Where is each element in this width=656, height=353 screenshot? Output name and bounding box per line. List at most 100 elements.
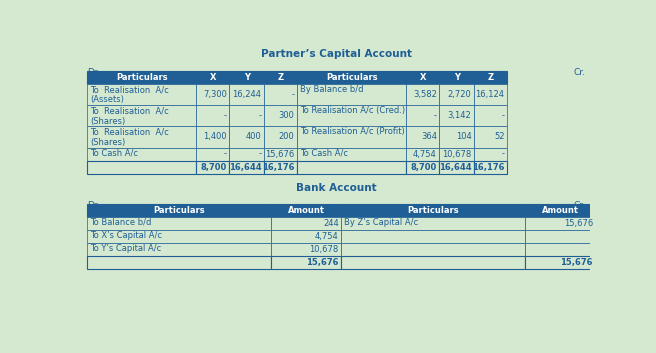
Text: 244: 244: [323, 219, 338, 228]
Bar: [87, 256, 271, 269]
Text: X: X: [420, 73, 426, 82]
Text: -: -: [501, 150, 504, 158]
Text: 15,676: 15,676: [564, 219, 593, 228]
Text: 4,754: 4,754: [315, 232, 338, 241]
Text: Z: Z: [487, 73, 493, 82]
Bar: [406, 105, 440, 126]
Bar: [440, 84, 474, 105]
Bar: [474, 161, 507, 174]
Bar: [87, 105, 196, 126]
Text: Particulars: Particulars: [154, 205, 205, 215]
Text: 10,678: 10,678: [310, 245, 338, 254]
Text: 1,400: 1,400: [203, 132, 227, 142]
Text: -: -: [501, 111, 504, 120]
Text: 16,176: 16,176: [472, 163, 504, 172]
Bar: [196, 84, 230, 105]
Bar: [474, 84, 507, 105]
Bar: [525, 256, 596, 269]
Bar: [264, 84, 297, 105]
Text: Particulars: Particulars: [407, 205, 459, 215]
Text: Amount: Amount: [542, 205, 579, 215]
Bar: [271, 243, 341, 256]
Text: 15,676: 15,676: [265, 150, 295, 158]
Bar: [440, 105, 474, 126]
Text: 15,676: 15,676: [306, 258, 338, 267]
Bar: [297, 105, 406, 126]
Bar: [297, 84, 406, 105]
Bar: [525, 204, 596, 217]
Text: Dr.: Dr.: [87, 201, 100, 210]
Text: 104: 104: [456, 132, 472, 142]
Bar: [406, 161, 440, 174]
Bar: [406, 126, 440, 148]
Bar: [341, 230, 525, 243]
Bar: [230, 148, 264, 161]
Text: By Balance b/d: By Balance b/d: [300, 85, 363, 94]
Bar: [440, 71, 474, 84]
Bar: [474, 71, 507, 84]
Text: To Balance b/d: To Balance b/d: [90, 218, 152, 227]
Text: -: -: [291, 90, 295, 99]
Text: Y: Y: [454, 73, 460, 82]
Text: -: -: [224, 150, 227, 158]
Text: Cr.: Cr.: [573, 201, 585, 210]
Bar: [440, 126, 474, 148]
Bar: [406, 148, 440, 161]
Bar: [264, 105, 297, 126]
Text: 8,700: 8,700: [411, 163, 437, 172]
Text: Bank Account: Bank Account: [296, 183, 377, 193]
Text: 16,644: 16,644: [229, 163, 262, 172]
Text: 16,644: 16,644: [439, 163, 472, 172]
Bar: [341, 217, 525, 230]
Bar: [87, 243, 271, 256]
Text: Amount: Amount: [288, 205, 325, 215]
Text: Partner’s Capital Account: Partner’s Capital Account: [260, 49, 412, 59]
Bar: [297, 161, 406, 174]
Bar: [297, 126, 406, 148]
Bar: [196, 105, 230, 126]
Text: 8,700: 8,700: [201, 163, 227, 172]
Text: To Cash A/c: To Cash A/c: [90, 149, 138, 158]
Bar: [264, 148, 297, 161]
Bar: [196, 71, 230, 84]
Bar: [264, 71, 297, 84]
Text: To  Realisation  A/c
(Shares): To Realisation A/c (Shares): [90, 127, 169, 147]
Bar: [87, 71, 196, 84]
Text: -: -: [224, 111, 227, 120]
Text: Particulars: Particulars: [326, 73, 377, 82]
Text: -: -: [434, 111, 437, 120]
Text: 200: 200: [279, 132, 295, 142]
Bar: [341, 204, 525, 217]
Text: Dr.: Dr.: [87, 68, 100, 77]
Bar: [271, 256, 341, 269]
Text: To X’s Capital A/c: To X’s Capital A/c: [90, 231, 162, 240]
Text: To Cash A/c: To Cash A/c: [300, 149, 348, 158]
Bar: [230, 71, 264, 84]
Bar: [406, 84, 440, 105]
Bar: [196, 126, 230, 148]
Text: 3,142: 3,142: [447, 111, 472, 120]
Text: 400: 400: [246, 132, 262, 142]
Text: 3,582: 3,582: [413, 90, 437, 99]
Bar: [87, 84, 196, 105]
Bar: [271, 230, 341, 243]
Bar: [474, 126, 507, 148]
Text: Cr.: Cr.: [573, 68, 585, 77]
Bar: [87, 230, 271, 243]
Bar: [230, 105, 264, 126]
Bar: [264, 161, 297, 174]
Text: Particulars: Particulars: [116, 73, 167, 82]
Bar: [87, 148, 196, 161]
Bar: [87, 204, 271, 217]
Bar: [230, 126, 264, 148]
Bar: [196, 148, 230, 161]
Text: -: -: [258, 150, 262, 158]
Text: 16,244: 16,244: [232, 90, 262, 99]
Bar: [341, 243, 525, 256]
Text: 16,176: 16,176: [262, 163, 295, 172]
Bar: [264, 126, 297, 148]
Bar: [87, 217, 271, 230]
Bar: [525, 243, 596, 256]
Bar: [271, 204, 341, 217]
Bar: [196, 161, 230, 174]
